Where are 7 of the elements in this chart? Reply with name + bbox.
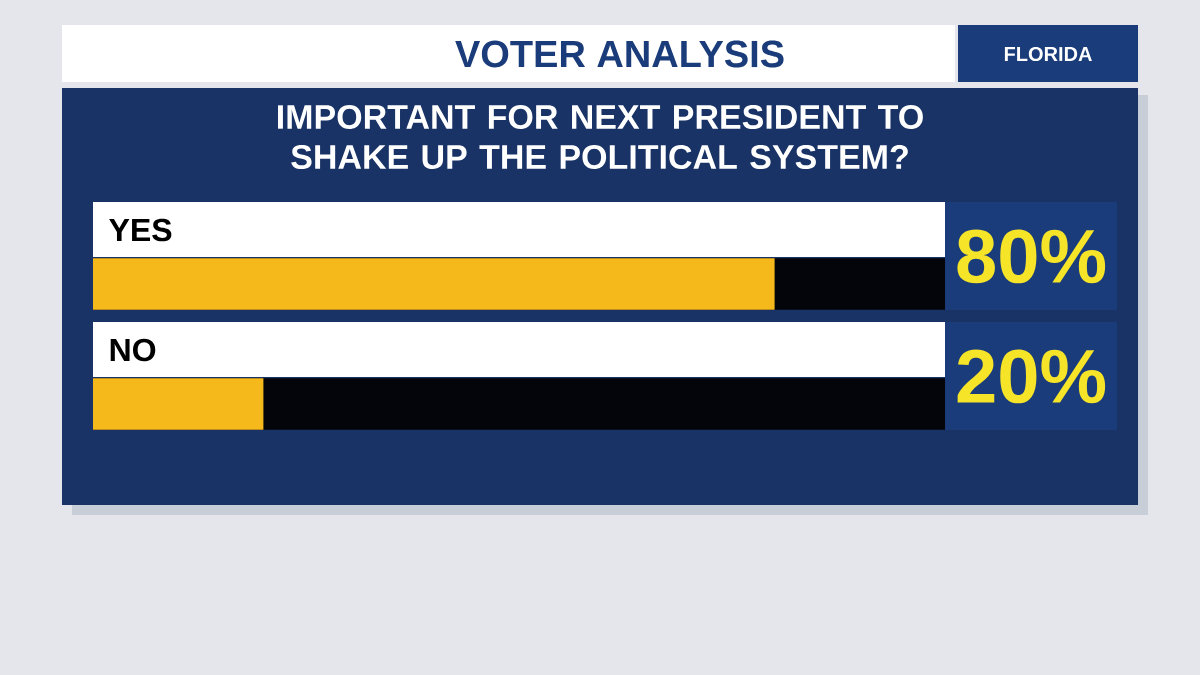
y-tick-label: NO (110, 338, 156, 362)
text: VOTER ANALYSIS (455, 40, 784, 68)
data-label: 80% (957, 229, 1106, 284)
chart-title: IMPORTANT FOR NEXT PRESIDENT TO SHAKE UP THE POLITICAL SYSTEM? (278, 104, 923, 170)
y-tick-label: YES (109, 218, 172, 242)
data-label: 20% (957, 349, 1106, 404)
text: FLORIDA (1004, 46, 1092, 62)
